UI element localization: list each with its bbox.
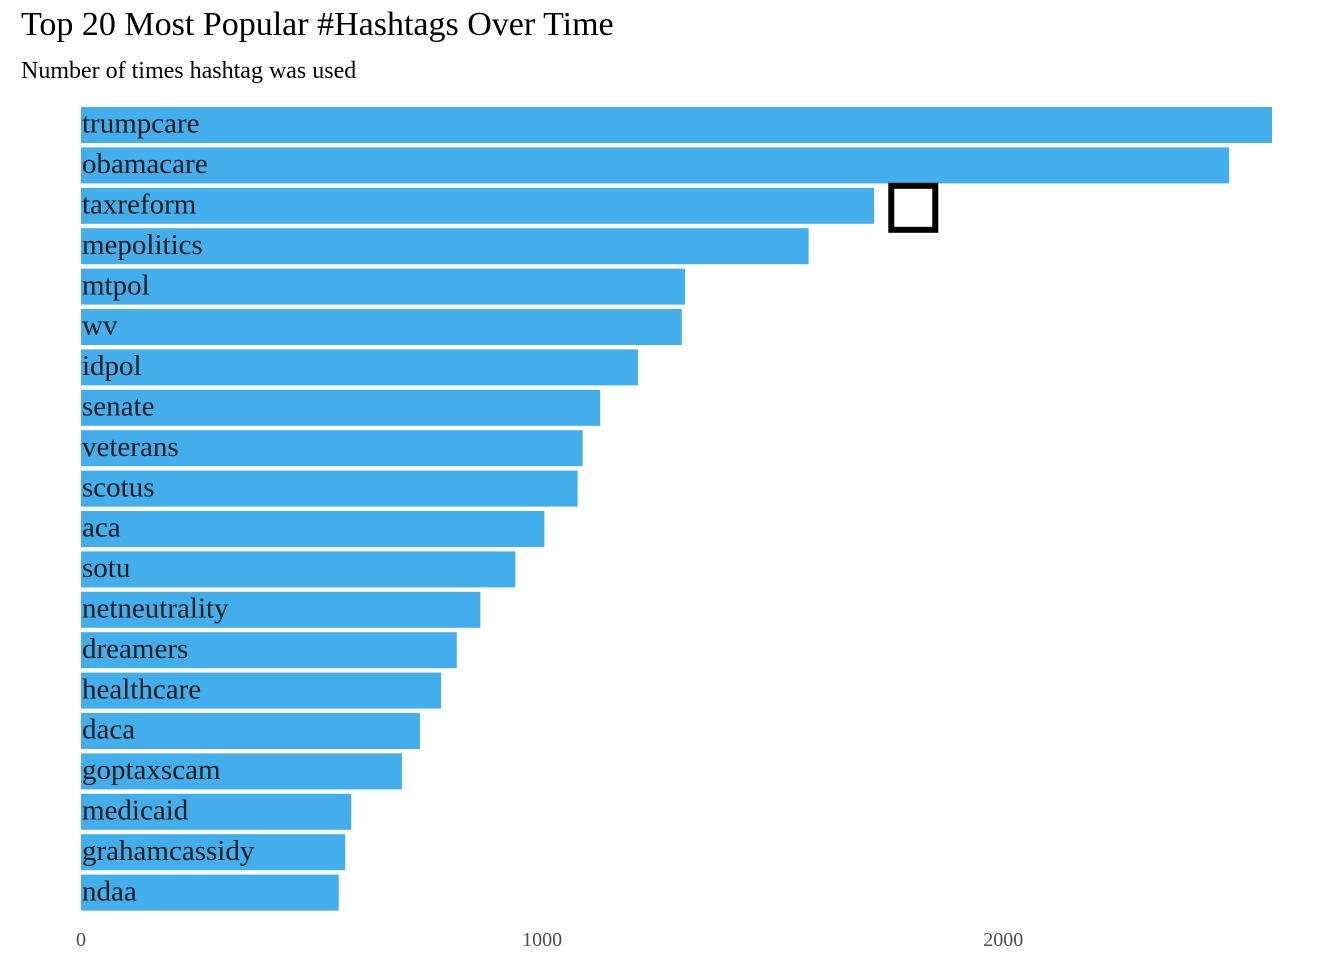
bar-aca <box>81 511 545 547</box>
square-marker <box>888 182 939 233</box>
marker-layer <box>888 182 939 233</box>
bar-label-senate: senate <box>82 390 154 422</box>
x-tick-label-1000: 1000 <box>522 929 562 951</box>
bar-obamacare <box>81 147 1230 184</box>
x-tick-label-2000: 2000 <box>983 929 1023 951</box>
x-tick-label-0: 0 <box>76 929 86 951</box>
bar-daca <box>81 713 420 749</box>
x-axis-ticks: 0 1000 2000 <box>76 929 1023 951</box>
bar-netneutrality <box>81 591 481 628</box>
bar-mepolitics <box>81 228 809 265</box>
bar-taxreform <box>81 187 875 224</box>
bar-senate <box>81 389 601 426</box>
bar-sotu <box>81 551 516 588</box>
bar-label-wv: wv <box>82 310 118 342</box>
bar-label-veterans: veterans <box>82 431 179 463</box>
bar-medicaid <box>81 793 352 830</box>
bar-label-trumpcare: trumpcare <box>82 108 200 140</box>
bar-label-idpol: idpol <box>82 350 142 382</box>
bar-label-ndaa: ndaa <box>82 875 137 907</box>
bar-label-healthcare: healthcare <box>82 673 201 705</box>
bar-ndaa <box>81 874 339 911</box>
bar-veterans <box>81 430 583 467</box>
bar-scotus <box>81 470 578 507</box>
bars-layer <box>81 107 1273 911</box>
bar-wv <box>81 309 682 345</box>
bar-label-scotus: scotus <box>82 471 155 503</box>
bar-label-sotu: sotu <box>82 552 130 584</box>
bar-label-goptaxscam: goptaxscam <box>82 754 221 786</box>
chart-title: Top 20 Most Popular #Hashtags Over Time <box>21 6 614 43</box>
bar-label-taxreform: taxreform <box>82 188 197 220</box>
bar-label-medicaid: medicaid <box>82 794 189 826</box>
bar-label-aca: aca <box>82 512 121 544</box>
bar-label-obamacare: obamacare <box>82 148 208 180</box>
bar-mtpol <box>81 268 686 305</box>
bar-healthcare <box>81 672 442 709</box>
bar-goptaxscam <box>81 753 402 790</box>
bar-label-dreamers: dreamers <box>82 633 188 665</box>
bar-dreamers <box>81 632 457 669</box>
bar-label-grahamcassidy: grahamcassidy <box>82 835 255 867</box>
chart-subtitle: Number of times hashtag was used <box>21 58 357 84</box>
bar-trumpcare <box>81 107 1273 143</box>
bar-label-mepolitics: mepolitics <box>82 229 203 261</box>
bar-label-daca: daca <box>82 714 135 746</box>
bar-label-netneutrality: netneutrality <box>82 592 229 624</box>
bar-grahamcassidy <box>81 834 346 871</box>
bar-idpol <box>81 349 639 386</box>
bar-label-mtpol: mtpol <box>82 269 150 301</box>
bar-labels-layer: trumpcare obamacare taxreform mepolitics mtp… <box>82 108 255 908</box>
